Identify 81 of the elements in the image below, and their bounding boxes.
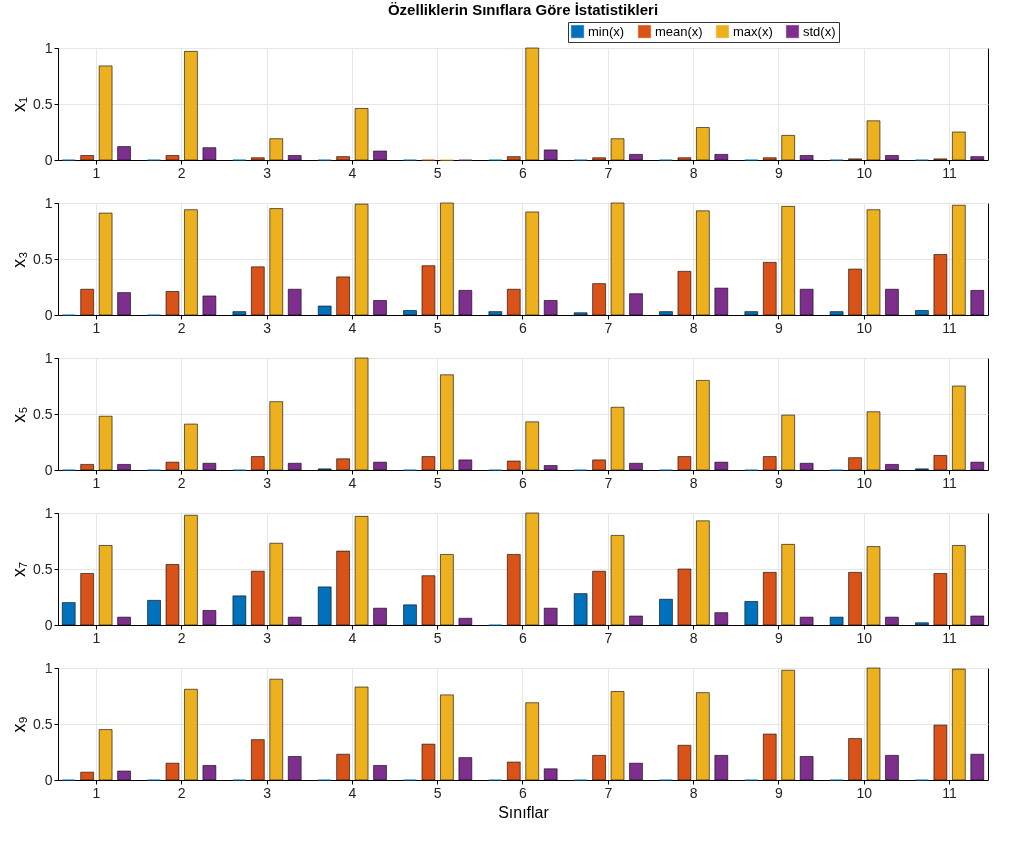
x-tick-label: 6 [519,784,528,801]
x-tick-label: 5 [433,319,442,336]
x-tick-label: 10 [856,629,873,646]
y-tick-label: 0.5 [33,95,53,112]
x-tick-label: 10 [856,784,873,801]
legend-label: mean(x) [655,23,703,39]
x-tick-label: 2 [177,319,186,336]
y-tick-label: 0.5 [33,250,53,267]
x-tick-label: 8 [689,629,698,646]
x-tick-label: 1 [92,629,101,646]
x-axis-title: Sınıflar [498,803,550,821]
x-tick-label: 11 [942,319,958,336]
x-tick-label: 1 [92,319,101,336]
x-tick-label: 2 [177,164,186,181]
y-axis-title: x₇ [9,561,30,578]
y-axis-title: x₅ [9,406,30,423]
legend-label: max(x) [733,23,773,39]
x-tick-label: 3 [263,784,272,801]
x-tick-label: 2 [177,474,186,491]
x-tick-label: 11 [942,784,958,801]
x-tick-label: 9 [775,319,784,336]
x-tick-label: 9 [775,474,784,491]
x-tick-label: 5 [433,164,442,181]
x-tick-label: 8 [689,164,698,181]
x-tick-label: 5 [433,784,442,801]
y-tick-label: 1 [44,349,53,366]
x-tick-label: 10 [856,164,873,181]
x-tick-label: 7 [604,319,613,336]
x-tick-label: 7 [604,784,613,801]
y-tick-label: 0.5 [33,560,53,577]
y-axis-title: x₉ [9,716,30,733]
x-tick-label: 3 [263,629,272,646]
y-tick-label: 1 [44,504,53,521]
chart-title: Özelliklerin Sınıflara Göre İstatistikleri [387,0,659,18]
x-tick-label: 11 [942,629,958,646]
x-tick-label: 3 [263,319,272,336]
x-tick-label: 4 [348,164,357,181]
x-tick-label: 7 [604,164,613,181]
x-tick-label: 9 [775,629,784,646]
y-tick-label: 0 [44,616,53,633]
y-axis-title: x₃ [9,251,30,268]
y-tick-label: 1 [44,194,53,211]
x-tick-label: 5 [433,474,442,491]
x-tick-label: 4 [348,474,357,491]
x-tick-label: 6 [519,319,528,336]
x-tick-label: 10 [856,319,873,336]
x-tick-label: 1 [92,784,101,801]
x-tick-label: 6 [519,629,528,646]
x-tick-label: 6 [519,474,528,491]
x-tick-label: 9 [775,784,784,801]
x-tick-label: 5 [433,629,442,646]
x-tick-label: 2 [177,784,186,801]
x-tick-label: 6 [519,164,528,181]
y-tick-label: 0.5 [33,715,53,732]
x-tick-label: 10 [856,474,873,491]
x-tick-label: 8 [689,474,698,491]
legend-label: min(x) [588,23,625,39]
x-tick-label: 2 [177,629,186,646]
y-tick-label: 0 [44,151,53,168]
x-tick-label: 7 [604,474,613,491]
x-tick-label: 11 [942,474,958,491]
x-tick-label: 4 [348,629,357,646]
y-tick-label: 0 [44,306,53,323]
y-tick-label: 0.5 [33,405,53,422]
x-tick-label: 8 [689,319,698,336]
x-tick-label: 3 [263,474,272,491]
x-tick-label: 3 [263,164,272,181]
x-tick-label: 9 [775,164,784,181]
x-tick-label: 1 [92,164,101,181]
x-tick-label: 8 [689,784,698,801]
y-tick-label: 1 [44,39,53,56]
x-tick-label: 11 [942,164,958,181]
y-axis-title: x₁ [9,96,30,113]
x-tick-label: 7 [604,629,613,646]
y-tick-label: 1 [44,659,53,676]
legend-label: std(x) [803,23,836,39]
x-tick-label: 1 [92,474,101,491]
y-tick-label: 0 [44,771,53,788]
x-tick-label: 4 [348,319,357,336]
y-tick-label: 0 [44,461,53,478]
x-tick-label: 4 [348,784,357,801]
